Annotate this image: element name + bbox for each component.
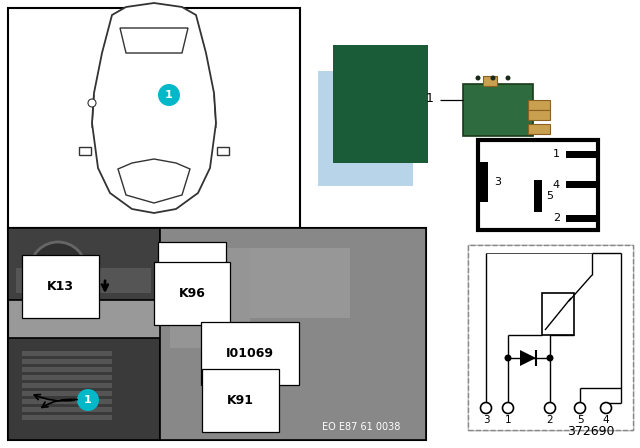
Bar xyxy=(528,100,550,110)
Circle shape xyxy=(88,99,96,107)
Circle shape xyxy=(545,402,556,414)
Bar xyxy=(468,245,633,430)
Circle shape xyxy=(481,402,492,414)
Circle shape xyxy=(502,402,513,414)
Bar xyxy=(22,375,112,380)
Bar xyxy=(528,124,550,134)
Text: 5: 5 xyxy=(546,191,553,201)
Bar xyxy=(16,268,151,293)
Text: 372690: 372690 xyxy=(568,425,615,438)
Text: 2: 2 xyxy=(547,415,554,425)
Text: K13: K13 xyxy=(47,280,74,293)
Bar xyxy=(468,245,633,430)
Bar xyxy=(463,84,533,136)
Bar xyxy=(22,407,112,412)
Bar xyxy=(8,338,160,440)
Bar xyxy=(318,71,413,186)
Circle shape xyxy=(575,402,586,414)
Circle shape xyxy=(30,242,86,298)
Text: 2: 2 xyxy=(553,213,560,223)
Bar xyxy=(22,359,112,364)
Bar xyxy=(528,110,550,120)
Bar xyxy=(333,45,428,163)
Circle shape xyxy=(158,84,180,106)
Bar xyxy=(8,228,426,440)
Circle shape xyxy=(46,258,70,282)
Bar xyxy=(22,399,112,404)
Text: 3: 3 xyxy=(483,415,490,425)
Polygon shape xyxy=(92,3,216,213)
Bar xyxy=(22,391,112,396)
Bar xyxy=(534,180,542,212)
Bar xyxy=(566,181,598,188)
Bar xyxy=(22,383,112,388)
Circle shape xyxy=(476,76,481,81)
Circle shape xyxy=(77,389,99,411)
Text: I01069: I01069 xyxy=(226,346,274,359)
Bar xyxy=(478,140,598,230)
Text: 1: 1 xyxy=(553,149,560,159)
Text: ▼: ▼ xyxy=(90,281,100,295)
Circle shape xyxy=(506,76,511,81)
Polygon shape xyxy=(120,28,188,53)
Circle shape xyxy=(600,402,611,414)
Text: K91: K91 xyxy=(227,393,253,406)
Bar xyxy=(480,162,488,202)
Bar xyxy=(79,147,91,155)
Text: 4: 4 xyxy=(553,180,560,190)
Bar xyxy=(22,415,112,420)
Bar xyxy=(483,76,497,86)
Bar xyxy=(22,351,112,356)
Circle shape xyxy=(504,354,511,362)
Text: K96: K96 xyxy=(179,287,205,300)
Text: 1: 1 xyxy=(165,90,173,100)
Circle shape xyxy=(490,76,495,81)
Bar xyxy=(566,215,598,222)
Text: 3: 3 xyxy=(494,177,501,187)
Polygon shape xyxy=(118,159,190,203)
Text: 1: 1 xyxy=(426,91,434,104)
Bar xyxy=(8,8,300,228)
Text: K2: K2 xyxy=(183,267,201,280)
Bar xyxy=(566,151,598,158)
Bar xyxy=(8,228,160,300)
Text: EO E87 61 0038: EO E87 61 0038 xyxy=(322,422,400,432)
Text: 4: 4 xyxy=(603,415,609,425)
Bar xyxy=(22,367,112,372)
Text: 1: 1 xyxy=(505,415,511,425)
Bar xyxy=(217,147,229,155)
Bar xyxy=(170,248,250,348)
Bar xyxy=(250,248,350,318)
Text: 5: 5 xyxy=(577,415,583,425)
Polygon shape xyxy=(520,350,536,366)
Circle shape xyxy=(547,354,554,362)
Text: 1: 1 xyxy=(84,395,92,405)
Bar xyxy=(160,228,426,440)
Bar xyxy=(542,293,574,335)
